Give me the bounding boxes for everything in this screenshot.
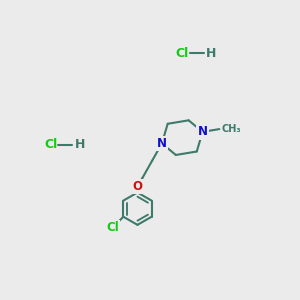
Text: CH₃: CH₃ xyxy=(221,124,241,134)
Text: N: N xyxy=(157,137,167,150)
Text: H: H xyxy=(75,138,85,151)
Text: Cl: Cl xyxy=(176,47,189,60)
Text: N: N xyxy=(198,125,208,138)
Text: Cl: Cl xyxy=(44,138,57,151)
Text: Cl: Cl xyxy=(106,221,119,234)
Text: O: O xyxy=(133,180,142,193)
Text: H: H xyxy=(206,47,216,60)
